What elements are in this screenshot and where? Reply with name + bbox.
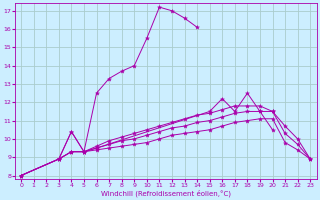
X-axis label: Windchill (Refroidissement éolien,°C): Windchill (Refroidissement éolien,°C): [101, 189, 231, 197]
